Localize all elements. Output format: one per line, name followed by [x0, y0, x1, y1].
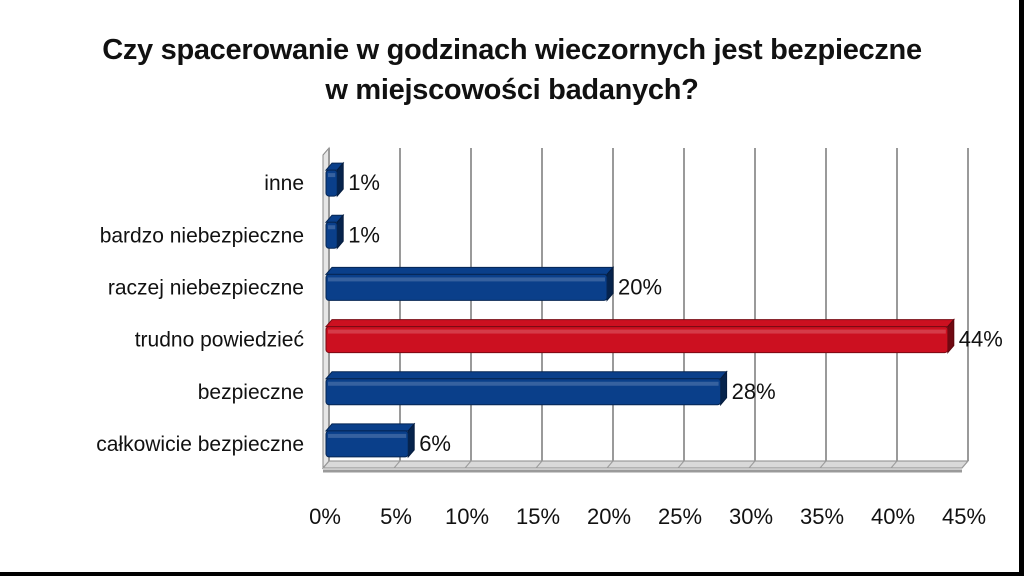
- gridline-foot: [677, 460, 685, 469]
- gridline-foot: [606, 460, 614, 469]
- bar-top: [324, 266, 615, 275]
- bar-sheen: [328, 329, 946, 334]
- x-tick-label: 10%: [445, 504, 489, 529]
- category-label: trudno powiedzieć: [135, 329, 304, 352]
- bar-sheen: [328, 381, 719, 386]
- x-tick-label: 45%: [942, 504, 986, 529]
- data-label: 44%: [959, 327, 1003, 352]
- category-label: bezpieczne: [198, 381, 304, 404]
- bar: [325, 169, 338, 197]
- gridline-foot: [961, 460, 969, 469]
- bar-sheen: [328, 225, 336, 230]
- chart-title-line-2: w miejscowości badanych?: [325, 74, 699, 106]
- gridline-foot: [748, 460, 756, 469]
- gridline-foot: [393, 460, 401, 469]
- x-tick-label: 40%: [871, 504, 915, 529]
- bar-sheen: [328, 433, 407, 438]
- data-label: 20%: [618, 274, 662, 299]
- x-tick-label: 20%: [587, 504, 631, 529]
- gridline-foot: [535, 460, 543, 469]
- bar: [325, 430, 409, 458]
- bar-top: [324, 319, 955, 328]
- grid-layer: [321, 146, 970, 473]
- category-label: bardzo niebezpieczne: [100, 224, 304, 247]
- bar-top: [324, 371, 728, 380]
- gridline-foot: [322, 460, 330, 469]
- bar: [325, 326, 949, 354]
- data-label: 28%: [732, 379, 776, 404]
- chart-title: Czy spacerowanie w godzinach wieczornych…: [0, 30, 1024, 110]
- chart-title-line-1: Czy spacerowanie w godzinach wieczornych…: [102, 34, 922, 66]
- category-label: inne: [264, 172, 304, 195]
- data-label: 1%: [348, 222, 380, 247]
- bar: [325, 273, 608, 301]
- bar-sheen: [328, 277, 605, 282]
- category-label: całkowicie bezpieczne: [96, 433, 304, 456]
- bar: [325, 378, 722, 406]
- x-tick-label: 30%: [729, 504, 773, 529]
- label-layer: 0% 5% 10% 15% 20% 25% 30% 35% 40% 45% inne 1% bardzo…: [96, 170, 1003, 529]
- data-label: 6%: [419, 431, 451, 456]
- gridline-foot: [464, 460, 472, 469]
- x-tick-label: 0%: [309, 504, 341, 529]
- category-label: raczej niebezpieczne: [108, 276, 304, 299]
- x-tick-label: 35%: [800, 504, 844, 529]
- x-tick-label: 5%: [380, 504, 412, 529]
- bar-layer: [324, 161, 955, 459]
- bar-sheen: [328, 173, 336, 178]
- x-tick-label: 15%: [516, 504, 560, 529]
- gridline-foot: [819, 460, 827, 469]
- chart-floor: [321, 460, 970, 469]
- gridline-foot: [890, 460, 898, 469]
- bar: [325, 221, 338, 249]
- bar-top: [324, 423, 416, 432]
- data-label: 1%: [348, 170, 380, 195]
- x-tick-label: 25%: [658, 504, 702, 529]
